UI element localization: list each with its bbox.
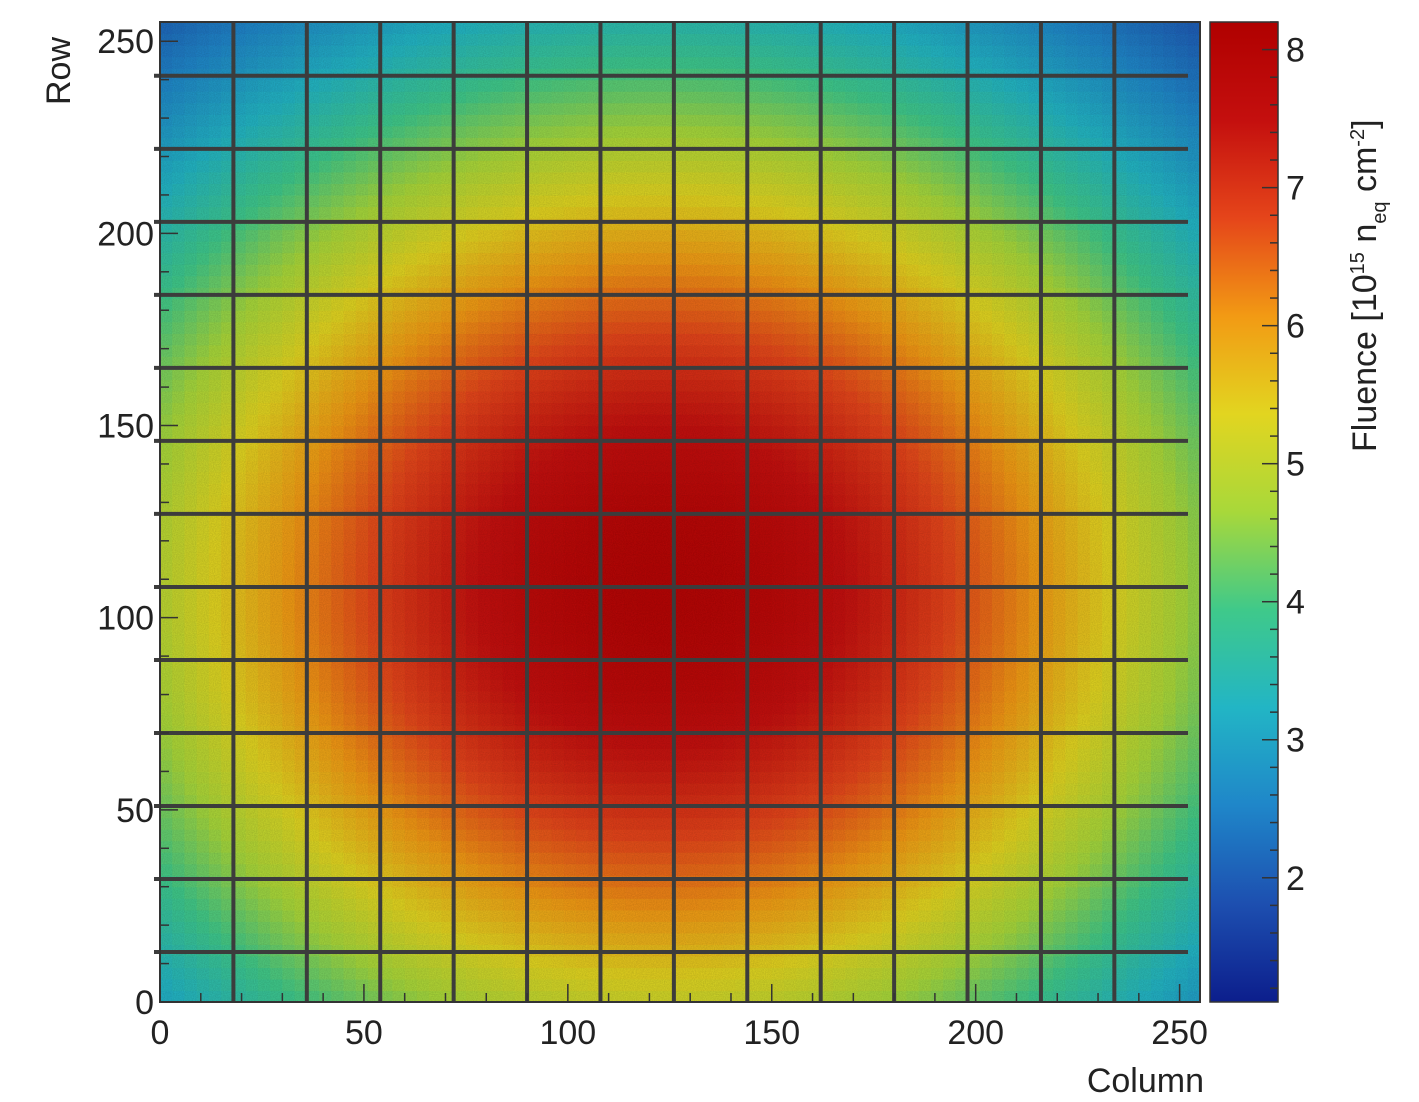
heatmap-cell <box>319 22 332 23</box>
heatmap-cell <box>392 22 406 23</box>
heatmap-cell <box>698 22 712 23</box>
heatmap-cell <box>796 22 810 23</box>
heatmap-cell <box>600 22 614 23</box>
heatmap-cell <box>490 22 504 23</box>
heatmap-cell <box>771 22 785 23</box>
heatmap-cell <box>514 22 528 23</box>
heatmap-cell <box>282 22 296 23</box>
heatmap-cell <box>527 22 540 23</box>
heatmap-cell <box>196 22 210 23</box>
heatmap-cell <box>172 22 186 23</box>
heatmap-cell <box>710 22 724 23</box>
heatmap-cell <box>673 22 687 23</box>
heatmap-cell <box>306 22 320 23</box>
heatmap-cell <box>808 22 822 23</box>
heatmap-cell <box>478 22 491 23</box>
heatmap-cell <box>686 22 699 23</box>
heatmap-cell <box>832 22 846 23</box>
heatmap-cell <box>820 22 834 23</box>
heatmap-cell <box>380 22 394 23</box>
heatmap-cell <box>637 22 651 23</box>
heatmap-cell <box>331 22 345 23</box>
heatmap-cell <box>429 22 443 23</box>
heatmap-cell <box>563 22 577 23</box>
heatmap-cell <box>257 22 271 23</box>
heatmap-cell <box>845 22 859 23</box>
heatmap-cell <box>784 22 797 23</box>
heatmap-cell <box>270 22 283 23</box>
heatmap-cell <box>208 22 222 23</box>
heatmap-cell <box>416 22 430 23</box>
heatmap-cell <box>294 22 308 23</box>
heatmap-cell <box>502 22 516 23</box>
heatmap-cell <box>539 22 553 23</box>
heatmap-cell <box>588 22 602 23</box>
heatmap-cell <box>661 22 675 23</box>
heatmap-cell <box>624 22 638 23</box>
heatmap-cell <box>735 22 748 23</box>
heatmap-cell <box>576 22 589 23</box>
heatmap-cell <box>649 22 663 23</box>
heatmap-cell <box>857 22 871 23</box>
heatmap-cell <box>233 22 247 23</box>
heatmap-cell <box>343 22 357 23</box>
heatmap-cell <box>221 22 235 23</box>
heatmap-cell <box>453 22 467 23</box>
heatmap-cell <box>355 22 369 23</box>
heatmap-cell <box>747 22 761 23</box>
heatmap-cell <box>722 22 736 23</box>
heatmap-cell <box>759 22 773 23</box>
heatmap-cell <box>612 22 626 23</box>
heatmap-cell <box>160 22 173 23</box>
heatmap-cell <box>551 22 565 23</box>
heatmap-cell <box>465 22 479 23</box>
heatmap-cell <box>441 22 455 23</box>
heatmap-cell <box>245 22 259 23</box>
heatmap-cell <box>184 22 198 23</box>
heatmap-cell <box>368 22 381 23</box>
heatmap-cell <box>404 22 418 23</box>
